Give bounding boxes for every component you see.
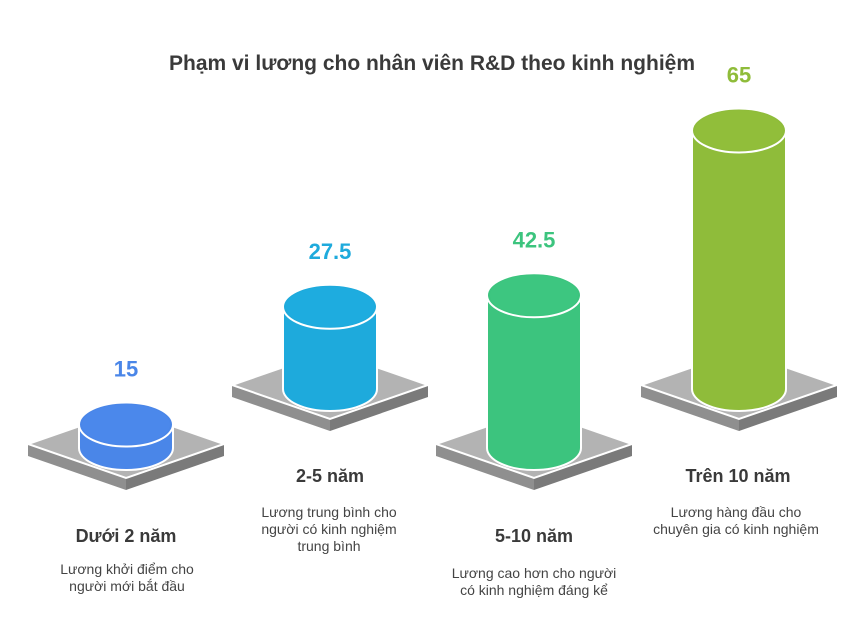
category-description-3: Lương hàng đầu cho chuyên gia có kinh ng… — [653, 504, 819, 537]
bar-top-highlight-0 — [82, 404, 170, 445]
bar-top-2 — [486, 272, 582, 319]
category-label-0: Dưới 2 năm — [75, 526, 177, 546]
bar-top-highlight-3 — [695, 110, 783, 151]
category-description-0: Lương khởi điểm cho người mới bắt đầu — [60, 561, 194, 594]
platform-side-right-1 — [330, 385, 428, 431]
platform-side-right-2 — [534, 444, 632, 490]
bar-top-highlight-2 — [490, 275, 578, 316]
bar-1 — [282, 305, 378, 412]
category-description-1: Lương trung bình cho người có kinh nghiệ… — [261, 504, 397, 554]
value-label-3: 65 — [727, 63, 751, 88]
value-label-1: 27.5 — [309, 239, 352, 264]
bar-top-3 — [691, 107, 787, 154]
bar-3 — [691, 129, 787, 412]
value-label-0: 15 — [114, 357, 138, 382]
category-label-3: Trên 10 năm — [685, 466, 791, 486]
bar-top-1 — [282, 283, 378, 330]
platform-side-right-3 — [739, 385, 837, 431]
bar-top-0 — [78, 401, 174, 448]
platform-side-left-0 — [28, 444, 126, 490]
category-label-2: 5-10 năm — [494, 526, 574, 546]
value-label-2: 42.5 — [513, 227, 556, 252]
platform-side-left-1 — [232, 385, 330, 431]
chart-title: Phạm vi lương cho nhân viên R&D theo kin… — [168, 52, 695, 75]
category-label-1: 2-5 năm — [295, 466, 365, 486]
platform-side-right-0 — [126, 444, 224, 490]
category-description-2: Lương cao hơn cho người có kinh nghiệm đ… — [451, 565, 617, 598]
platform-side-left-2 — [436, 444, 534, 490]
bar-2 — [486, 294, 582, 471]
platform-side-left-3 — [641, 385, 739, 431]
bar-top-highlight-1 — [286, 286, 374, 327]
